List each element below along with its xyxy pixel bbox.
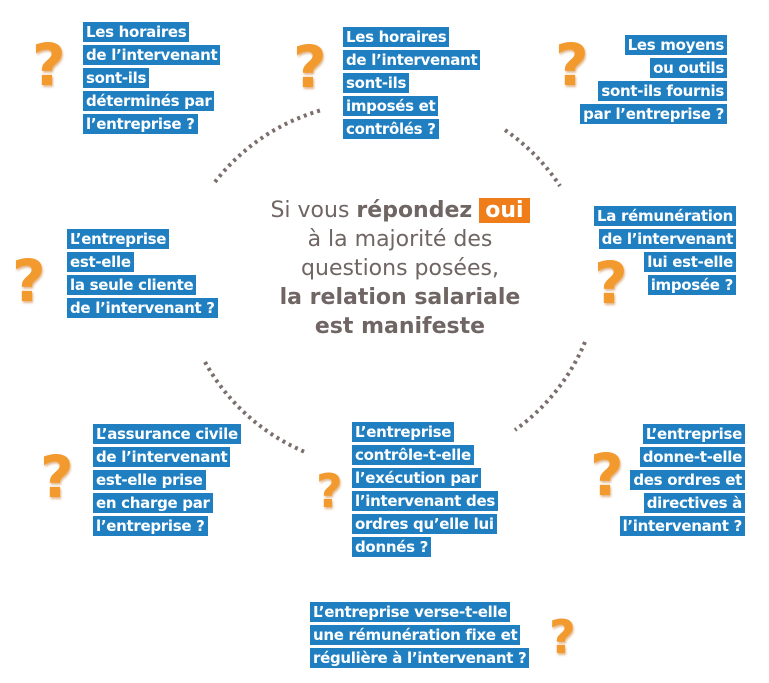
question-line: de l’intervenant xyxy=(83,45,221,65)
question-line: contrôlés ? xyxy=(343,119,439,139)
question-line: Les horaires xyxy=(343,27,450,47)
center-line-5: est manifeste xyxy=(314,314,486,339)
question-mark-icon: ? xyxy=(549,610,576,664)
question-box-8: L’entreprise donne-t-elle des ordres et dir… xyxy=(619,424,745,539)
question-line: L’entreprise xyxy=(67,229,170,249)
question-line: La rémunération xyxy=(594,206,736,226)
oui-highlight: oui xyxy=(479,198,530,223)
question-line: de l’intervenant xyxy=(93,447,231,467)
dotted-arc-bottom-left xyxy=(203,361,306,454)
question-line: lui est-elle xyxy=(644,252,736,272)
question-line: l’intervenant ? xyxy=(619,516,745,536)
center-line-2: à la majorité des xyxy=(307,227,493,252)
question-line: L’entreprise verse-t-elle xyxy=(310,602,511,622)
question-line: L’entreprise xyxy=(352,422,455,442)
question-line: régulière à l’intervenant ? xyxy=(310,648,530,668)
question-line: une rémunération fixe et xyxy=(310,625,521,645)
question-line: de l’intervenant xyxy=(598,229,736,249)
question-box-3: Les moyens ou outils sont-ils fournis par l… xyxy=(580,35,727,127)
question-line: déterminés par xyxy=(83,91,215,111)
question-line: donne-t-elle xyxy=(639,447,745,467)
question-line: donnés ? xyxy=(352,537,432,557)
question-box-1: Les horaires de l’intervenant sont-ils déte… xyxy=(83,22,221,137)
question-line: est-elle xyxy=(67,252,134,272)
question-box-6: L’assurance civile de l’intervenant est-el… xyxy=(93,424,241,539)
question-line: directives à xyxy=(643,493,745,513)
center-line-1-bold: répondez xyxy=(356,198,473,223)
question-mark-icon: ? xyxy=(293,33,327,101)
question-mark-icon: ? xyxy=(12,247,46,315)
question-mark-icon: ? xyxy=(590,441,624,509)
question-line: sont-ils fournis xyxy=(598,81,727,101)
dotted-arc-top-right xyxy=(503,128,562,188)
question-line: en charge par xyxy=(93,493,213,513)
question-line: L’entreprise xyxy=(642,424,745,444)
question-line: l’entreprise ? xyxy=(93,516,208,536)
question-line: L’assurance civile xyxy=(93,424,241,444)
question-line: sont-ils xyxy=(83,68,150,88)
dotted-arc-right xyxy=(513,341,587,432)
question-box-7: L’entreprise contrôle-t-elle l’exécution p… xyxy=(352,422,498,560)
question-line: imposés et xyxy=(343,96,439,116)
center-line-1-prefix: Si vous xyxy=(270,198,350,223)
question-line: des ordres et xyxy=(630,470,745,490)
question-box-4: La rémunération de l’intervenant lui est-e… xyxy=(594,206,736,298)
question-box-9: L’entreprise verse-t-elle une rémunératio… xyxy=(310,602,530,671)
question-mark-icon: ? xyxy=(40,443,74,511)
question-line: la seule cliente xyxy=(67,275,197,295)
question-mark-icon: ? xyxy=(32,31,66,99)
question-line: l’entreprise ? xyxy=(83,114,198,134)
question-line: l’exécution par xyxy=(352,468,481,488)
center-line-4: la relation salariale xyxy=(279,285,521,310)
question-mark-icon: ? xyxy=(594,249,628,317)
question-box-2: Les horaires de l’intervenant sont-ils impo… xyxy=(343,27,481,142)
dotted-arc-top-left xyxy=(213,108,323,184)
question-line: imposée ? xyxy=(647,275,736,295)
central-message: Si vous répondez oui à la majorité des q… xyxy=(230,196,570,341)
question-box-5: L’entreprise est-elle la seule cliente de l… xyxy=(67,229,218,321)
question-line: sont-ils xyxy=(343,73,410,93)
question-line: ordres qu’elle lui xyxy=(352,514,497,534)
question-line: l’intervenant des xyxy=(352,491,498,511)
question-line: Les horaires xyxy=(83,22,190,42)
question-line: Les moyens xyxy=(624,35,727,55)
question-line: de l’intervenant xyxy=(343,50,481,70)
center-line-3: questions posées, xyxy=(301,256,499,281)
question-line: ou outils xyxy=(650,58,727,78)
question-line: de l’intervenant ? xyxy=(67,298,218,318)
question-mark-icon: ? xyxy=(555,31,589,99)
question-line: contrôle-t-elle xyxy=(352,445,474,465)
question-mark-icon: ? xyxy=(316,464,343,518)
question-line: par l’entreprise ? xyxy=(580,104,727,124)
question-line: est-elle prise xyxy=(93,470,206,490)
